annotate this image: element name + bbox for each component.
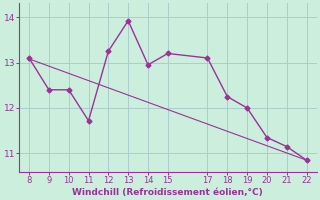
X-axis label: Windchill (Refroidissement éolien,°C): Windchill (Refroidissement éolien,°C) [72, 188, 263, 197]
